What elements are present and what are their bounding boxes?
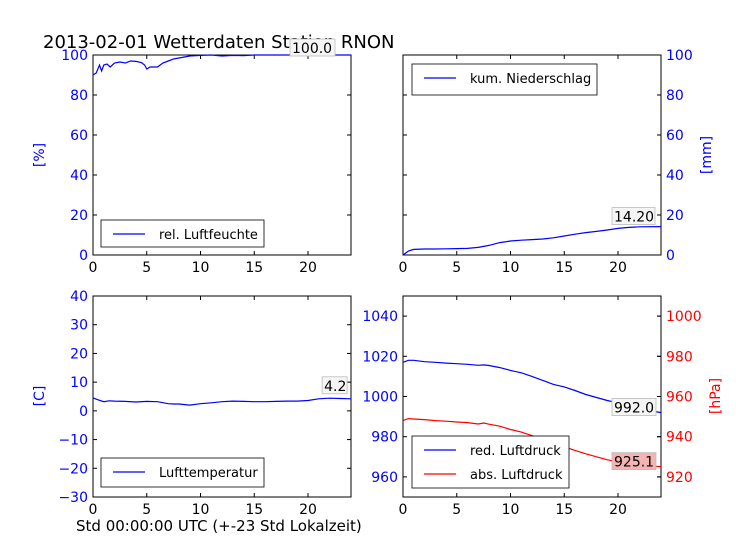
y-tick-label: 1040 (362, 309, 398, 325)
y-tick-label: −30 (58, 490, 88, 506)
plot-frame (92, 295, 352, 498)
x-tick-label: 15 (555, 502, 573, 518)
y-tick-label: 60 (70, 128, 88, 144)
y-axis-label: [mm] (699, 136, 715, 174)
x-tick-label: 10 (502, 502, 520, 518)
y-tick-label: 100 (61, 48, 88, 64)
y-axis-label: [hPa] (708, 378, 724, 414)
legend-label: kum. Niederschlag (470, 72, 591, 87)
y-tick-label: 40 (70, 168, 88, 184)
x-tick-label: 20 (609, 260, 627, 276)
x-tick-label: 5 (142, 260, 151, 276)
plot-frame (92, 54, 352, 256)
panel-pressure: 0 5 10 15 20 960 980 1000 1020 1040 920 940 960 980 10… (362, 295, 724, 518)
x-tick-label: 0 (399, 260, 408, 276)
y-tick-label: −20 (58, 461, 88, 477)
y-right-tick-label: 960 (666, 390, 693, 406)
panel-precip: 0 5 10 15 20 0 20 40 60 80 100 [mm] 14.20 kum. Nieder… (399, 48, 715, 276)
y-tick-label: 1000 (362, 390, 398, 406)
x-tick-label: 20 (299, 260, 317, 276)
y-tick-label: 0 (79, 404, 88, 420)
annotation-box (321, 376, 348, 395)
y-right-tick-label: 1000 (666, 309, 702, 325)
y-tick-label: 80 (666, 88, 684, 104)
y-tick-label: 0 (79, 248, 88, 264)
y-tick-label: 20 (70, 346, 88, 362)
y-tick-label: 80 (70, 88, 88, 104)
panel-humidity: 0 5 10 15 20 0 20 40 60 80 100 [%] 100.0 rel. Luftfeu… (32, 38, 352, 276)
x-tick-label: 15 (245, 502, 263, 518)
x-tick-label: 15 (245, 260, 263, 276)
x-tick-label: 20 (299, 502, 317, 518)
annotation-label: 100.0 (292, 41, 332, 57)
x-tick-label: 15 (555, 260, 573, 276)
series-line-rel-luftfeuchte (92, 54, 351, 76)
annotation-label: 992.0 (614, 401, 654, 417)
annotation-label: 14.20 (614, 210, 654, 226)
x-tick-label: 5 (452, 502, 461, 518)
annotation-label: 4.2 (324, 379, 346, 395)
y-tick-label: 40 (666, 168, 684, 184)
y-tick-label: 60 (666, 128, 684, 144)
x-tick-label: 10 (502, 260, 520, 276)
annotation-box (289, 38, 336, 57)
y-tick-label: −10 (58, 433, 88, 449)
y-axis-label: [%] (32, 143, 48, 167)
x-tick-label: 5 (142, 502, 151, 518)
y-tick-label: 10 (70, 375, 88, 391)
annotation-box (611, 207, 656, 226)
y-tick-label: 980 (371, 430, 398, 446)
x-tick-label: 0 (399, 502, 408, 518)
series-line-kum-niederschlag (402, 226, 662, 256)
x-tick-label: 0 (89, 502, 98, 518)
annotation-box (611, 398, 657, 416)
y-right-tick-label: 940 (666, 430, 693, 446)
legend-label: Lufttemperatur (159, 466, 258, 481)
legend-label: abs. Luftdruck (470, 468, 563, 483)
annotation-box (611, 452, 657, 471)
y-tick-label: 1020 (362, 349, 398, 365)
legend-box (411, 63, 598, 96)
x-tick-label: 10 (192, 260, 210, 276)
x-tick-label: 20 (609, 502, 627, 518)
y-tick-label: 30 (70, 318, 88, 334)
y-tick-label: 960 (371, 470, 398, 486)
panel-temperature: 0 5 10 15 20 −30 −20 −10 0 10 20 30 40 [C] 4.2 Lufttemp… (32, 289, 352, 518)
legend-box (411, 435, 570, 489)
series-line-lufttemperatur (92, 397, 352, 406)
legend-label: red. Luftdruck (470, 444, 561, 459)
figure-title: 2013-02-01 Wetterdaten Station RNON (43, 32, 394, 53)
y-tick-label: 40 (70, 289, 88, 305)
y-tick-label: 100 (666, 48, 693, 64)
x-tick-label: 0 (89, 260, 98, 276)
annotation-label: 925.1 (614, 455, 654, 471)
y-tick-label: 20 (70, 208, 88, 224)
y-right-tick-label: 920 (666, 470, 693, 486)
x-tick-label: 5 (452, 260, 461, 276)
y-right-tick-label: 980 (666, 349, 693, 365)
legend-label: rel. Luftfeuchte (159, 228, 258, 243)
plot-frame (402, 54, 662, 256)
y-tick-label: 20 (666, 208, 684, 224)
x-tick-label: 10 (192, 502, 210, 518)
y-axis-label: [C] (32, 386, 48, 407)
figure-xlabel: Std 00:00:00 UTC (+-23 Std Lokalzeit) (76, 517, 362, 535)
y-tick-label: 0 (666, 248, 675, 264)
